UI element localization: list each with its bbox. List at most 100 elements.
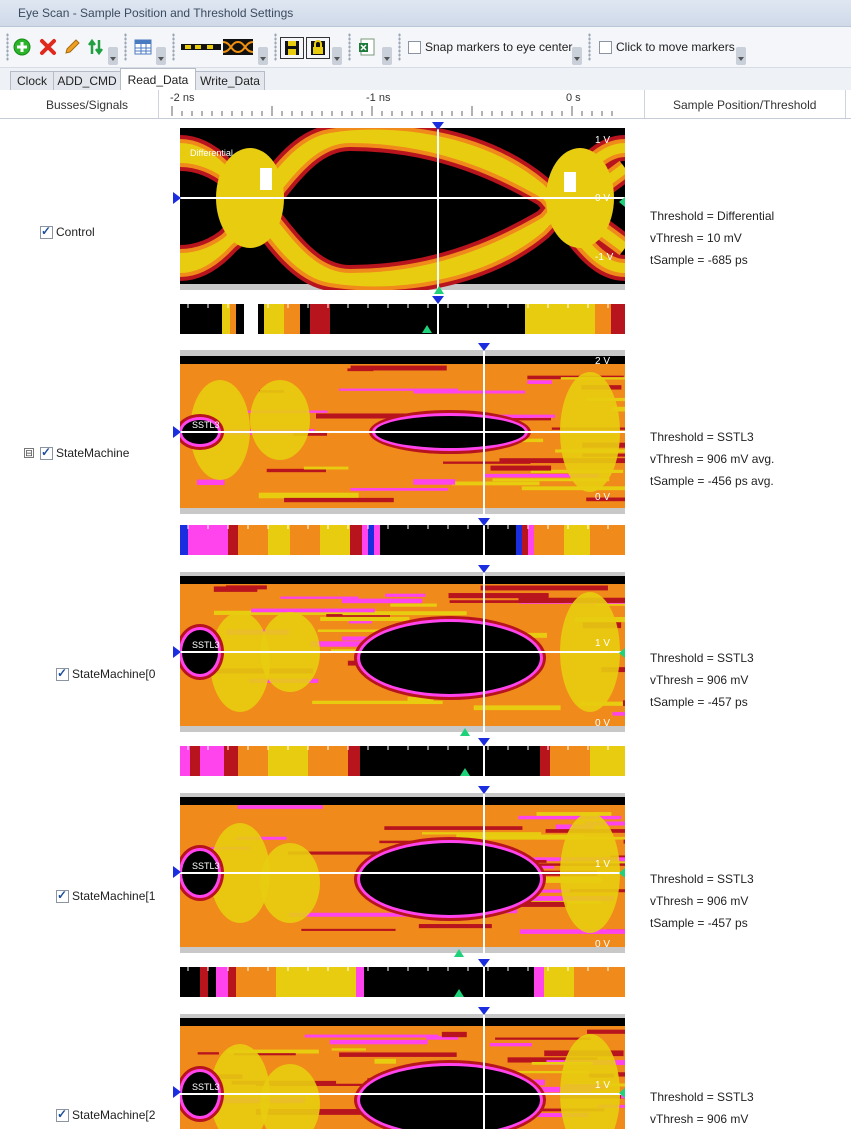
sample-marker-top[interactable] <box>478 786 490 794</box>
strip-marker-bottom[interactable] <box>460 768 470 776</box>
threshold-marker-left[interactable] <box>173 426 181 438</box>
tab-clock[interactable]: Clock <box>10 71 54 90</box>
threshold-marker-left[interactable] <box>173 192 181 204</box>
threshold-marker-right[interactable] <box>619 868 625 878</box>
threshold-marker-left[interactable] <box>173 866 181 878</box>
toolbar-grip[interactable] <box>124 33 127 61</box>
signal-checkbox[interactable] <box>40 445 53 460</box>
bit-strip-control[interactable] <box>180 304 625 334</box>
eye-texture <box>213 586 258 592</box>
toolbar-grip[interactable] <box>172 33 175 61</box>
signal-info: Threshold = SSTL3 vThresh = 906 mV tSamp… <box>650 647 754 713</box>
sample-marker-strip[interactable] <box>478 738 490 746</box>
bit-strip-statemachine-0[interactable] <box>180 746 625 776</box>
toolbar-dropdown[interactable] <box>572 47 582 65</box>
signal-checkbox[interactable] <box>56 1107 69 1122</box>
sample-marker-strip[interactable] <box>478 959 490 967</box>
eye-texture <box>483 473 599 478</box>
eye-texture <box>390 603 437 607</box>
collapse-toggle-icon[interactable]: ⊟ <box>24 448 34 458</box>
signal-checkbox[interactable] <box>40 224 53 239</box>
sample-marker-bottom[interactable] <box>454 949 464 957</box>
eye-diagram-control[interactable]: 1 V 0 V -1 V Differential <box>180 128 625 290</box>
toolbar-dropdown[interactable] <box>736 47 746 65</box>
time-tick-label: -1 ns <box>366 92 391 104</box>
eye-texture <box>519 929 625 934</box>
sample-marker-top[interactable] <box>478 565 490 573</box>
sort-icon[interactable] <box>86 37 106 57</box>
busses-signals-header[interactable]: Busses/Signals <box>46 98 129 112</box>
toolbar-dropdown[interactable] <box>258 47 268 65</box>
eye-pattern-icon[interactable] <box>222 37 254 57</box>
lock-save-icon[interactable] <box>306 37 330 59</box>
click-move-markers-checkbox[interactable] <box>599 41 612 54</box>
delete-icon[interactable] <box>38 37 58 57</box>
toolbar-dropdown[interactable] <box>382 47 392 65</box>
toolbar-grip[interactable] <box>398 33 401 61</box>
signal-bus-icon[interactable] <box>180 37 222 57</box>
eye-texture <box>237 805 323 809</box>
strip-marker-bottom[interactable] <box>454 989 464 997</box>
toolbar-grip[interactable] <box>348 33 351 61</box>
export-excel-icon[interactable] <box>356 37 378 57</box>
threshold-text: Threshold = SSTL3 <box>650 1090 754 1104</box>
sample-marker-strip[interactable] <box>478 518 490 526</box>
signal-checkbox[interactable] <box>56 888 69 903</box>
column-divider[interactable] <box>845 90 846 118</box>
signal-name[interactable]: StateMachine[1 <box>72 889 156 903</box>
strip-segment <box>228 967 236 997</box>
eye-diagram-statemachine-1[interactable]: 1 V 0 V SSTL3 <box>180 793 625 953</box>
tab-add-cmd[interactable]: ADD_CMD <box>53 71 121 90</box>
eye-diagram-statemachine-2[interactable]: 1 V SSTL3 <box>180 1014 625 1129</box>
signal-name[interactable]: StateMachine <box>56 446 130 460</box>
tab-read-data[interactable]: Read_Data <box>120 68 196 91</box>
save-icon[interactable] <box>280 37 304 59</box>
eye-texture <box>536 812 612 818</box>
tsample-text: tSample = -457 ps <box>650 695 748 709</box>
bit-strip-statemachine[interactable] <box>180 525 625 555</box>
signal-name[interactable]: StateMachine[0 <box>72 667 156 681</box>
toolbar-grip[interactable] <box>274 33 277 61</box>
sample-position-header[interactable]: Sample Position/Threshold <box>673 98 817 112</box>
tab-write-data[interactable]: Write_Data <box>195 71 265 90</box>
click-move-markers-label[interactable]: Click to move markers <box>616 40 735 54</box>
eye-texture <box>342 611 467 616</box>
eye-texture <box>293 431 328 436</box>
eye-texture <box>504 1086 592 1093</box>
signal-name[interactable]: StateMachine[2 <box>72 1108 156 1122</box>
sample-marker-bottom[interactable] <box>434 286 444 294</box>
table-icon[interactable] <box>132 37 154 57</box>
eye-texture <box>499 458 625 464</box>
sample-marker-top[interactable] <box>432 122 444 130</box>
eye-diagram-statemachine-0[interactable]: 1 V 0 V SSTL3 <box>180 572 625 732</box>
toolbar-dropdown[interactable] <box>108 47 118 65</box>
signal-checkbox[interactable] <box>56 666 69 681</box>
sample-marker-top[interactable] <box>478 1007 490 1015</box>
strip-segment <box>590 746 625 776</box>
bit-strip-statemachine-1[interactable] <box>180 967 625 997</box>
edit-icon[interactable] <box>62 37 82 57</box>
threshold-marker-right[interactable] <box>619 1088 625 1098</box>
threshold-marker-right[interactable] <box>619 197 625 207</box>
sample-marker-bottom[interactable] <box>460 728 470 736</box>
threshold-marker-left[interactable] <box>173 646 181 658</box>
toolbar-grip[interactable] <box>6 33 9 61</box>
sample-marker-strip[interactable] <box>432 296 444 304</box>
eye-texture <box>495 1037 591 1040</box>
signal-name[interactable]: Control <box>56 225 95 239</box>
snap-markers-label[interactable]: Snap markers to eye center <box>425 40 573 54</box>
toolbar-dropdown[interactable] <box>156 47 166 65</box>
threshold-marker-left[interactable] <box>173 1086 181 1098</box>
column-divider[interactable] <box>644 90 645 118</box>
sample-marker-top[interactable] <box>478 343 490 351</box>
threshold-marker-right[interactable] <box>619 648 625 658</box>
strip-segment <box>362 525 368 555</box>
snap-markers-checkbox[interactable] <box>408 41 421 54</box>
column-divider[interactable] <box>158 90 159 118</box>
strip-segment <box>268 525 290 555</box>
add-icon[interactable] <box>12 37 32 57</box>
toolbar-grip[interactable] <box>588 33 591 61</box>
strip-marker-bottom[interactable] <box>422 325 432 333</box>
toolbar-dropdown[interactable] <box>332 47 342 65</box>
eye-diagram-statemachine[interactable]: 2 V 0 V SSTL3 <box>180 350 625 514</box>
